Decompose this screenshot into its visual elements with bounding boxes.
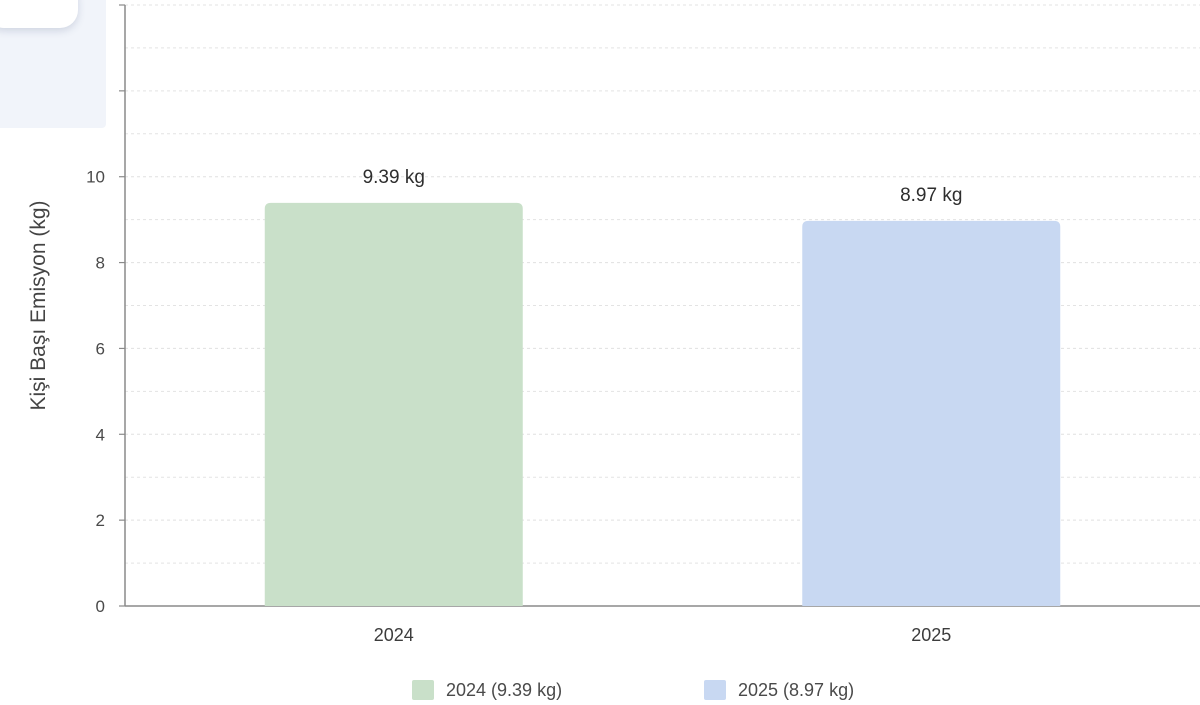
x-tick-label-2025: 2025: [911, 625, 951, 645]
data-label-2024: 9.39 kg: [363, 167, 425, 188]
y-tick-label: 4: [96, 425, 105, 444]
y-tick-label: 2: [96, 511, 105, 530]
x-tick-label-2024: 2024: [374, 625, 414, 645]
legend-swatch-2025: [704, 680, 726, 700]
data-label-2025: 8.97 kg: [900, 185, 962, 206]
legend-item-2024[interactable]: 2024 (9.39 kg): [412, 676, 562, 704]
overlay-card-button[interactable]: [0, 0, 78, 28]
legend-label-2024: 2024 (9.39 kg): [446, 679, 563, 700]
bar-2024[interactable]: [264, 202, 523, 607]
legend-item-2025[interactable]: 2025 (8.97 kg): [704, 676, 854, 704]
y-tick-label: 0: [96, 597, 105, 616]
bar-chart: 0 2 4 6 8 10 9.39 kg 8.97 kg 2024 2025 Kişi Baş…: [27, 4, 1200, 645]
bar-2025[interactable]: [802, 220, 1061, 606]
legend-label-2025: 2025 (8.97 kg): [738, 679, 855, 700]
bars: [264, 202, 1061, 607]
y-axis-title: Kişi Başı Emisyon (kg): [27, 200, 50, 410]
legend-swatch-2024: [412, 680, 434, 700]
category-labels: 2024 2025: [374, 625, 952, 645]
y-tick-label: 8: [96, 254, 105, 273]
y-tick-label: 6: [96, 339, 105, 358]
y-tick-label: 10: [86, 168, 105, 187]
data-labels: 9.39 kg 8.97 kg: [363, 167, 963, 206]
overlay-card: [0, 0, 106, 128]
y-ticks: 0 2 4 6 8 10: [86, 4, 125, 616]
legend: 2024 (9.39 kg) 2025 (8.97 kg): [0, 676, 1200, 705]
